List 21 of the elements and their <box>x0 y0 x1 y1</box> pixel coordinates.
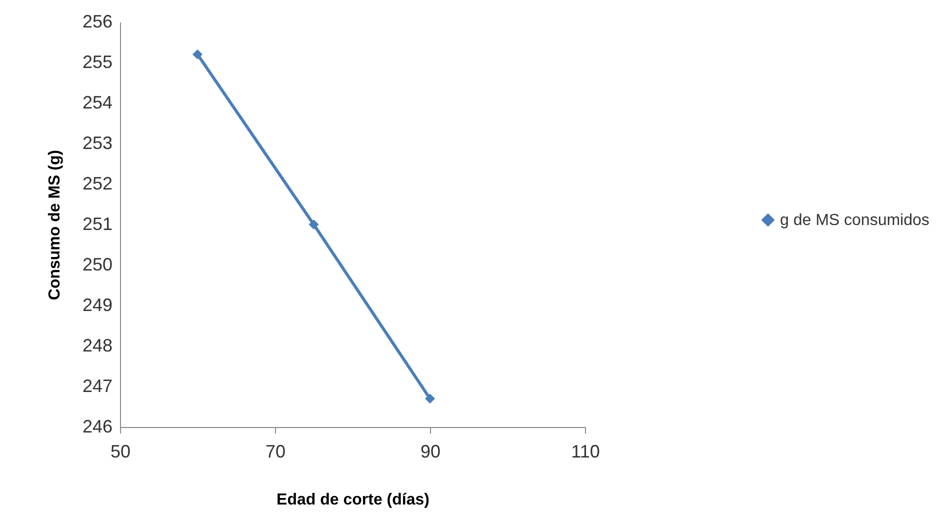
y-tick-label: 251 <box>82 214 112 234</box>
x-tick-label: 110 <box>571 442 600 462</box>
y-tick-label: 246 <box>82 416 112 436</box>
point <box>192 49 202 60</box>
point <box>425 394 435 404</box>
y-tick-label: 247 <box>82 376 112 396</box>
point <box>308 220 319 230</box>
legend-label: g de MS consumidos <box>780 212 930 229</box>
y-tick-label: 248 <box>82 336 112 356</box>
y-tick-label: 250 <box>82 254 112 274</box>
y-tick-label: 249 <box>82 295 112 315</box>
x-tick-label: 50 <box>110 442 131 462</box>
y-tick-label: 254 <box>82 92 112 112</box>
x-tick-label: 90 <box>420 442 441 462</box>
x-axis-title: Edad de corte (días) <box>276 492 430 508</box>
y-tick-label: 252 <box>82 174 112 194</box>
x-tick-label: 70 <box>265 442 286 462</box>
y-tick-label: 253 <box>82 133 112 153</box>
y-axis-title: Consumo de MS (g) <box>46 150 64 300</box>
y-tick-label: 256 <box>82 12 112 32</box>
y-tick-label: 255 <box>82 52 112 72</box>
